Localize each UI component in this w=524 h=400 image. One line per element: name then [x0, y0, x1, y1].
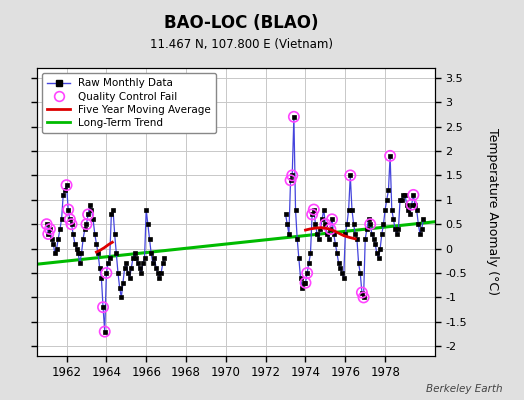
Point [44, 231, 52, 237]
Text: 11.467 N, 107.800 E (Vietnam): 11.467 N, 107.800 E (Vietnam) [149, 38, 333, 51]
Point [346, 172, 355, 178]
Point [84, 211, 92, 218]
Point [358, 289, 366, 296]
Point [328, 216, 336, 222]
Point [359, 294, 368, 301]
Point [42, 221, 51, 228]
Y-axis label: Temperature Anomaly (°C): Temperature Anomaly (°C) [486, 128, 499, 296]
Text: Berkeley Earth: Berkeley Earth [427, 384, 503, 394]
Point [102, 270, 111, 276]
Point [408, 202, 416, 208]
Point [303, 270, 311, 276]
Point [101, 328, 109, 335]
Point [326, 226, 335, 232]
Point [287, 177, 295, 184]
Point [301, 280, 310, 286]
Point [290, 114, 298, 120]
Point [366, 221, 375, 228]
Point [409, 192, 418, 198]
Point [46, 226, 54, 232]
Point [64, 206, 72, 213]
Point [66, 216, 74, 222]
Point [386, 153, 395, 159]
Point [308, 211, 316, 218]
Legend: Raw Monthly Data, Quality Control Fail, Five Year Moving Average, Long-Term Tren: Raw Monthly Data, Quality Control Fail, … [42, 73, 216, 133]
Point [68, 221, 76, 228]
Point [310, 206, 318, 213]
Point [288, 172, 297, 178]
Point [82, 221, 91, 228]
Point [62, 182, 71, 188]
Point [99, 304, 107, 310]
Text: BAO-LOC (BLAO): BAO-LOC (BLAO) [164, 14, 318, 32]
Point [321, 221, 330, 228]
